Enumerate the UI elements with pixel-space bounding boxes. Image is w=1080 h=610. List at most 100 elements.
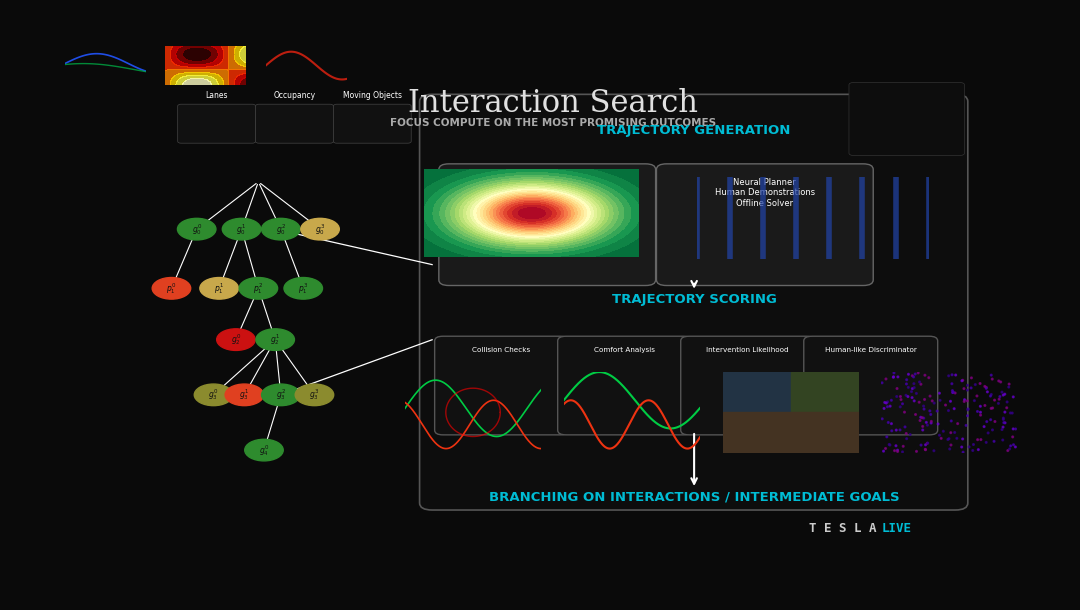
Point: [892, 402, 909, 412]
Point: [915, 401, 932, 411]
Point: [1004, 424, 1022, 434]
Point: [897, 390, 915, 400]
Point: [936, 400, 954, 410]
Point: [995, 390, 1012, 400]
Point: [971, 379, 988, 389]
Point: [964, 440, 982, 450]
Point: [975, 422, 993, 431]
Point: [986, 395, 1003, 405]
Point: [922, 418, 940, 428]
Bar: [723, 372, 791, 412]
Point: [956, 396, 973, 406]
Point: [955, 447, 972, 457]
Point: [1004, 440, 1022, 450]
Point: [931, 395, 948, 405]
Point: [1007, 424, 1024, 434]
Text: Intervention Likelihood: Intervention Likelihood: [706, 346, 789, 353]
Point: [972, 435, 989, 445]
Circle shape: [284, 278, 323, 299]
Point: [905, 379, 922, 389]
Point: [954, 434, 971, 444]
Point: [945, 387, 962, 397]
Point: [883, 426, 901, 436]
Point: [879, 402, 896, 412]
Point: [909, 368, 927, 378]
Point: [991, 392, 1009, 401]
Text: Moving Objects: Moving Objects: [342, 92, 402, 101]
Point: [1001, 444, 1018, 454]
Point: [882, 419, 900, 429]
Bar: [791, 372, 859, 412]
Point: [969, 407, 986, 417]
Point: [962, 373, 980, 382]
Point: [894, 399, 912, 409]
Point: [904, 393, 921, 403]
Point: [879, 397, 896, 407]
Point: [913, 412, 930, 422]
Point: [917, 445, 934, 454]
Point: [879, 418, 896, 428]
Point: [932, 434, 949, 443]
Text: $g_2^1$: $g_2^1$: [270, 332, 280, 347]
Point: [1000, 382, 1017, 392]
Point: [904, 371, 921, 381]
Point: [959, 405, 976, 415]
Point: [902, 429, 919, 439]
Point: [889, 384, 906, 393]
Point: [896, 422, 914, 432]
Text: $g_3^2$: $g_3^2$: [275, 387, 286, 403]
Text: $g_0^1$: $g_0^1$: [237, 221, 246, 237]
FancyBboxPatch shape: [557, 336, 691, 435]
Point: [940, 406, 957, 415]
Circle shape: [194, 384, 233, 406]
Circle shape: [256, 329, 295, 350]
Text: Human-like Discriminator: Human-like Discriminator: [825, 346, 917, 353]
Point: [930, 419, 947, 429]
Circle shape: [177, 218, 216, 240]
FancyBboxPatch shape: [419, 95, 968, 510]
Point: [989, 398, 1007, 408]
Point: [897, 429, 915, 439]
Text: Interaction Search: Interaction Search: [408, 88, 699, 119]
Point: [998, 403, 1015, 413]
Point: [900, 392, 917, 401]
Point: [892, 395, 909, 404]
Point: [944, 387, 961, 397]
Point: [900, 370, 917, 379]
Circle shape: [222, 218, 260, 240]
Point: [885, 372, 902, 382]
Point: [905, 396, 922, 406]
Point: [946, 428, 963, 437]
Point: [900, 382, 917, 392]
Point: [972, 411, 989, 420]
Circle shape: [152, 278, 191, 299]
Point: [995, 422, 1012, 432]
Point: [891, 425, 908, 435]
Point: [931, 431, 948, 440]
Point: [876, 398, 893, 407]
Point: [944, 370, 961, 379]
Point: [983, 370, 1000, 380]
Point: [969, 391, 986, 401]
Circle shape: [200, 278, 239, 299]
Point: [995, 415, 1012, 425]
Point: [917, 440, 934, 450]
Point: [897, 379, 915, 389]
Point: [931, 389, 948, 398]
Text: Occupancy: Occupancy: [273, 92, 315, 101]
Point: [959, 396, 976, 406]
Point: [956, 384, 973, 393]
Text: $g_0^3$: $g_0^3$: [315, 221, 325, 237]
Point: [954, 376, 971, 386]
Point: [908, 447, 926, 456]
Point: [878, 398, 895, 408]
Point: [984, 403, 1001, 413]
Circle shape: [225, 384, 264, 406]
Point: [919, 438, 936, 448]
Point: [921, 406, 939, 416]
Text: TRAJECTORY SCORING: TRAJECTORY SCORING: [611, 293, 777, 306]
Point: [983, 404, 1000, 414]
FancyBboxPatch shape: [334, 104, 411, 143]
Point: [920, 373, 937, 382]
Point: [941, 434, 958, 443]
